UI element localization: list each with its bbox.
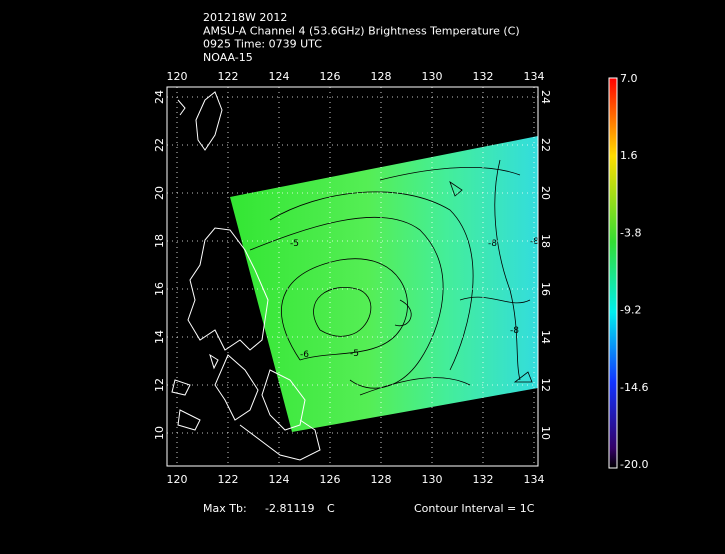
contour-interval: Contour Interval = 1C xyxy=(414,502,535,515)
lon-label-top: 132 xyxy=(473,70,494,83)
colorbar-label: 7.0 xyxy=(620,72,638,85)
lon-label-bottom: 132 xyxy=(473,473,494,486)
contour-label: -8 xyxy=(510,326,519,336)
colorbar-label: -20.0 xyxy=(620,458,648,471)
lat-label-left: 20 xyxy=(153,186,166,200)
lon-label-top: 128 xyxy=(371,70,392,83)
lon-label-top: 134 xyxy=(524,70,545,83)
contour-label: -6 xyxy=(300,350,309,360)
max-value: -2.81119 xyxy=(265,502,314,515)
lat-label-left: 10 xyxy=(153,426,166,440)
lat-label-right: 10 xyxy=(539,426,552,440)
lat-label-right: 24 xyxy=(539,90,552,104)
header-line: AMSU-A Channel 4 (53.6GHz) Brightness Te… xyxy=(203,24,520,37)
header-line: NOAA-15 xyxy=(203,51,253,64)
colorbar-label: -14.6 xyxy=(620,381,648,394)
lat-label-right: 22 xyxy=(539,138,552,152)
lon-label-bottom: 122 xyxy=(218,473,239,486)
lon-label-bottom: 130 xyxy=(422,473,443,486)
lon-label-bottom: 134 xyxy=(524,473,545,486)
header-line: 0925 Time: 0739 UTC xyxy=(203,38,322,51)
contour-label: -5 xyxy=(350,349,359,359)
lon-label-top: 120 xyxy=(167,70,188,83)
coastlines xyxy=(171,91,321,461)
footer: Max Tb: -2.81119 C Contour Interval = 1C xyxy=(203,502,535,515)
colorbar-labels: 7.0 1.6 -3.8 -9.2 -14.6 -20.0 xyxy=(620,72,648,471)
lat-label-right: 12 xyxy=(539,378,552,392)
lon-label-top: 126 xyxy=(320,70,341,83)
contour-label: -8 xyxy=(488,239,497,249)
lon-label-bottom: 124 xyxy=(269,473,290,486)
lon-label-top: 124 xyxy=(269,70,290,83)
max-label: Max Tb: xyxy=(203,502,247,515)
contour-label: -5 xyxy=(290,239,299,249)
contours xyxy=(249,159,533,396)
header-line: 201218W 2012 xyxy=(203,11,287,24)
lat-label-left: 16 xyxy=(153,282,166,296)
colorbar-label: -9.2 xyxy=(620,304,641,317)
lon-label-bottom: 120 xyxy=(167,473,188,486)
swath xyxy=(230,136,538,432)
lon-label-top: 130 xyxy=(422,70,443,83)
map-frame xyxy=(166,86,539,467)
contour-label: -8 xyxy=(530,237,539,247)
unit: C xyxy=(327,502,335,515)
lat-label-right: 16 xyxy=(539,282,552,296)
lat-label-left: 18 xyxy=(153,234,166,248)
lat-label-right: 14 xyxy=(539,330,552,344)
graticule: 120 120 122 122 124 124 126 126 128 128 130 130 132 1… xyxy=(153,70,552,486)
lat-label-left: 12 xyxy=(153,378,166,392)
lat-label-left: 24 xyxy=(153,90,166,104)
lon-label-bottom: 126 xyxy=(320,473,341,486)
lat-label-right: 18 xyxy=(539,234,552,248)
contour-labels: -5 -5 -6 -8 -8 -8 xyxy=(290,237,539,360)
lon-label-bottom: 128 xyxy=(371,473,392,486)
lon-label-top: 122 xyxy=(218,70,239,83)
lat-label-left: 22 xyxy=(153,138,166,152)
colorbar-label: 1.6 xyxy=(620,149,638,162)
colorbar-label: -3.8 xyxy=(620,226,641,239)
colorbar xyxy=(608,77,618,469)
lat-label-left: 14 xyxy=(153,330,166,344)
lat-label-right: 20 xyxy=(539,186,552,200)
